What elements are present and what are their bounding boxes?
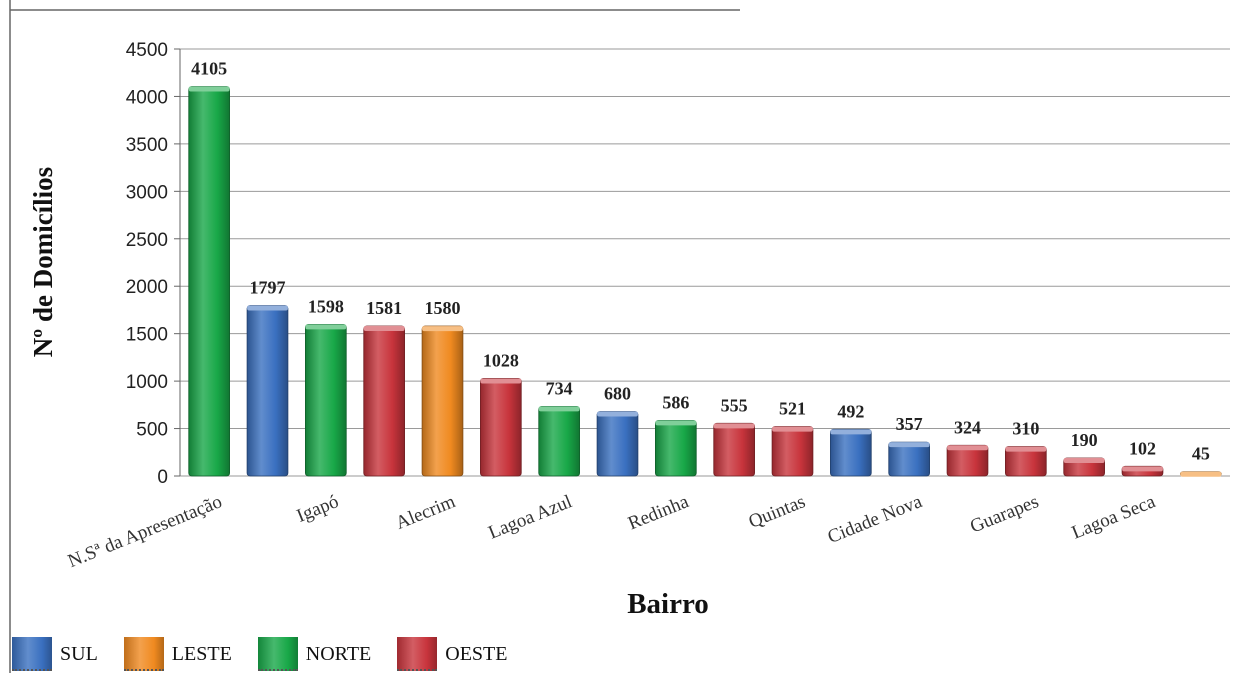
bar-top-highlight [1063, 457, 1105, 463]
legend-item-norte: NORTE [257, 637, 372, 671]
bar-top-highlight [1180, 471, 1222, 477]
data-label: 190 [1071, 430, 1098, 450]
data-label: 1580 [425, 298, 461, 318]
bar-top-highlight [363, 325, 405, 331]
x-tick-label: N.Sª da Apresentação [65, 491, 225, 572]
bars [188, 86, 1222, 477]
y-axis-ticks: 0 500 1000 1500 2000 2500 3000 3500 4000 4500 [126, 40, 181, 488]
x-tick-label: Lagoa Azul [485, 491, 575, 543]
bar [421, 325, 464, 477]
y-axis-title: Nº de Domicílios [28, 167, 58, 357]
legend-swatch-sul [12, 637, 52, 671]
y-tick-label: 4500 [126, 40, 168, 61]
bar-top-highlight [772, 426, 813, 432]
x-axis-title: Bairro [627, 588, 709, 620]
bar-top-highlight [888, 442, 930, 448]
data-label: 45 [1192, 444, 1210, 464]
bar [771, 426, 814, 477]
data-label: 521 [779, 399, 806, 419]
bar-top-highlight [597, 411, 638, 417]
y-tick-label: 1000 [126, 372, 168, 393]
data-label: 310 [1012, 419, 1039, 439]
y-tick-label: 3000 [126, 182, 168, 203]
bar-top-highlight [247, 305, 288, 311]
bar-top-highlight [538, 406, 580, 412]
bar-top-highlight [947, 445, 988, 451]
y-tick-label: 3500 [126, 135, 168, 156]
bar [188, 86, 230, 477]
x-tick-label: Guarapes [967, 491, 1041, 537]
y-tick-label: 1500 [126, 325, 168, 346]
bar [596, 411, 639, 477]
legend-label-sul: SUL [60, 642, 98, 665]
data-label: 1797 [250, 277, 286, 297]
bar-top-highlight [655, 420, 697, 426]
y-tick-label: 4000 [126, 87, 168, 108]
bar [713, 422, 755, 477]
gridlines [180, 48, 1230, 477]
x-tick-label: Cidade Nova [825, 491, 926, 548]
legend-label-oeste: OESTE [445, 642, 508, 665]
bar-top-highlight [480, 378, 522, 384]
bar-top-highlight [1122, 466, 1163, 472]
bar [246, 305, 289, 477]
legend-swatch-leste [123, 637, 164, 671]
x-axis-ticks: N.Sª da Apresentação Igapó Alecrim Lagoa Az… [65, 491, 1159, 572]
data-label: 4105 [191, 58, 227, 78]
y-tick-label: 0 [157, 467, 168, 488]
data-label: 1581 [366, 298, 402, 318]
y-tick-label: 2500 [126, 230, 168, 251]
legend-label-norte: NORTE [305, 642, 372, 665]
data-label: 492 [837, 401, 864, 421]
x-tick-label: Lagoa Seca [1069, 491, 1159, 544]
legend-swatch-norte [257, 637, 298, 671]
bar-top-highlight [188, 86, 230, 92]
bar [655, 419, 697, 477]
legend-swatch-oeste [397, 637, 438, 671]
bar [538, 405, 580, 477]
bar-top-highlight [713, 423, 755, 429]
y-tick-label: 2000 [126, 277, 168, 298]
data-label: 324 [954, 417, 981, 437]
bar [480, 378, 522, 477]
bar [830, 428, 872, 477]
legend-item-oeste: OESTE [397, 637, 507, 671]
bar [363, 325, 405, 477]
data-labels: 4105 1797 1598 1581 1580 1028 734 680 586 555 521 4… [191, 58, 1210, 463]
data-label: 555 [721, 395, 748, 415]
bar-top-highlight [305, 324, 347, 330]
bar-top-highlight [1005, 446, 1047, 452]
x-tick-label: Igapó [294, 491, 342, 527]
bar [888, 441, 930, 477]
data-label: 680 [604, 383, 631, 403]
data-label: 102 [1129, 438, 1156, 458]
data-label: 357 [896, 414, 923, 434]
data-label: 1028 [483, 350, 519, 370]
y-tick-label: 500 [136, 420, 168, 441]
legend-label-leste: LESTE [171, 642, 232, 665]
legend-item-leste: LESTE [123, 637, 232, 671]
data-label: 586 [662, 392, 689, 412]
legend: SUL LESTE NORTE OESTE [12, 636, 533, 672]
bar [305, 323, 347, 477]
bar-top-highlight [422, 326, 463, 332]
bar-top-highlight [830, 429, 872, 435]
x-tick-label: Quintas [746, 491, 809, 533]
data-label: 734 [546, 378, 573, 398]
x-tick-label: Alecrim [393, 491, 459, 534]
x-tick-label: Redinha [625, 491, 692, 534]
legend-item-sul: SUL [12, 637, 98, 671]
data-label: 1598 [308, 296, 344, 316]
